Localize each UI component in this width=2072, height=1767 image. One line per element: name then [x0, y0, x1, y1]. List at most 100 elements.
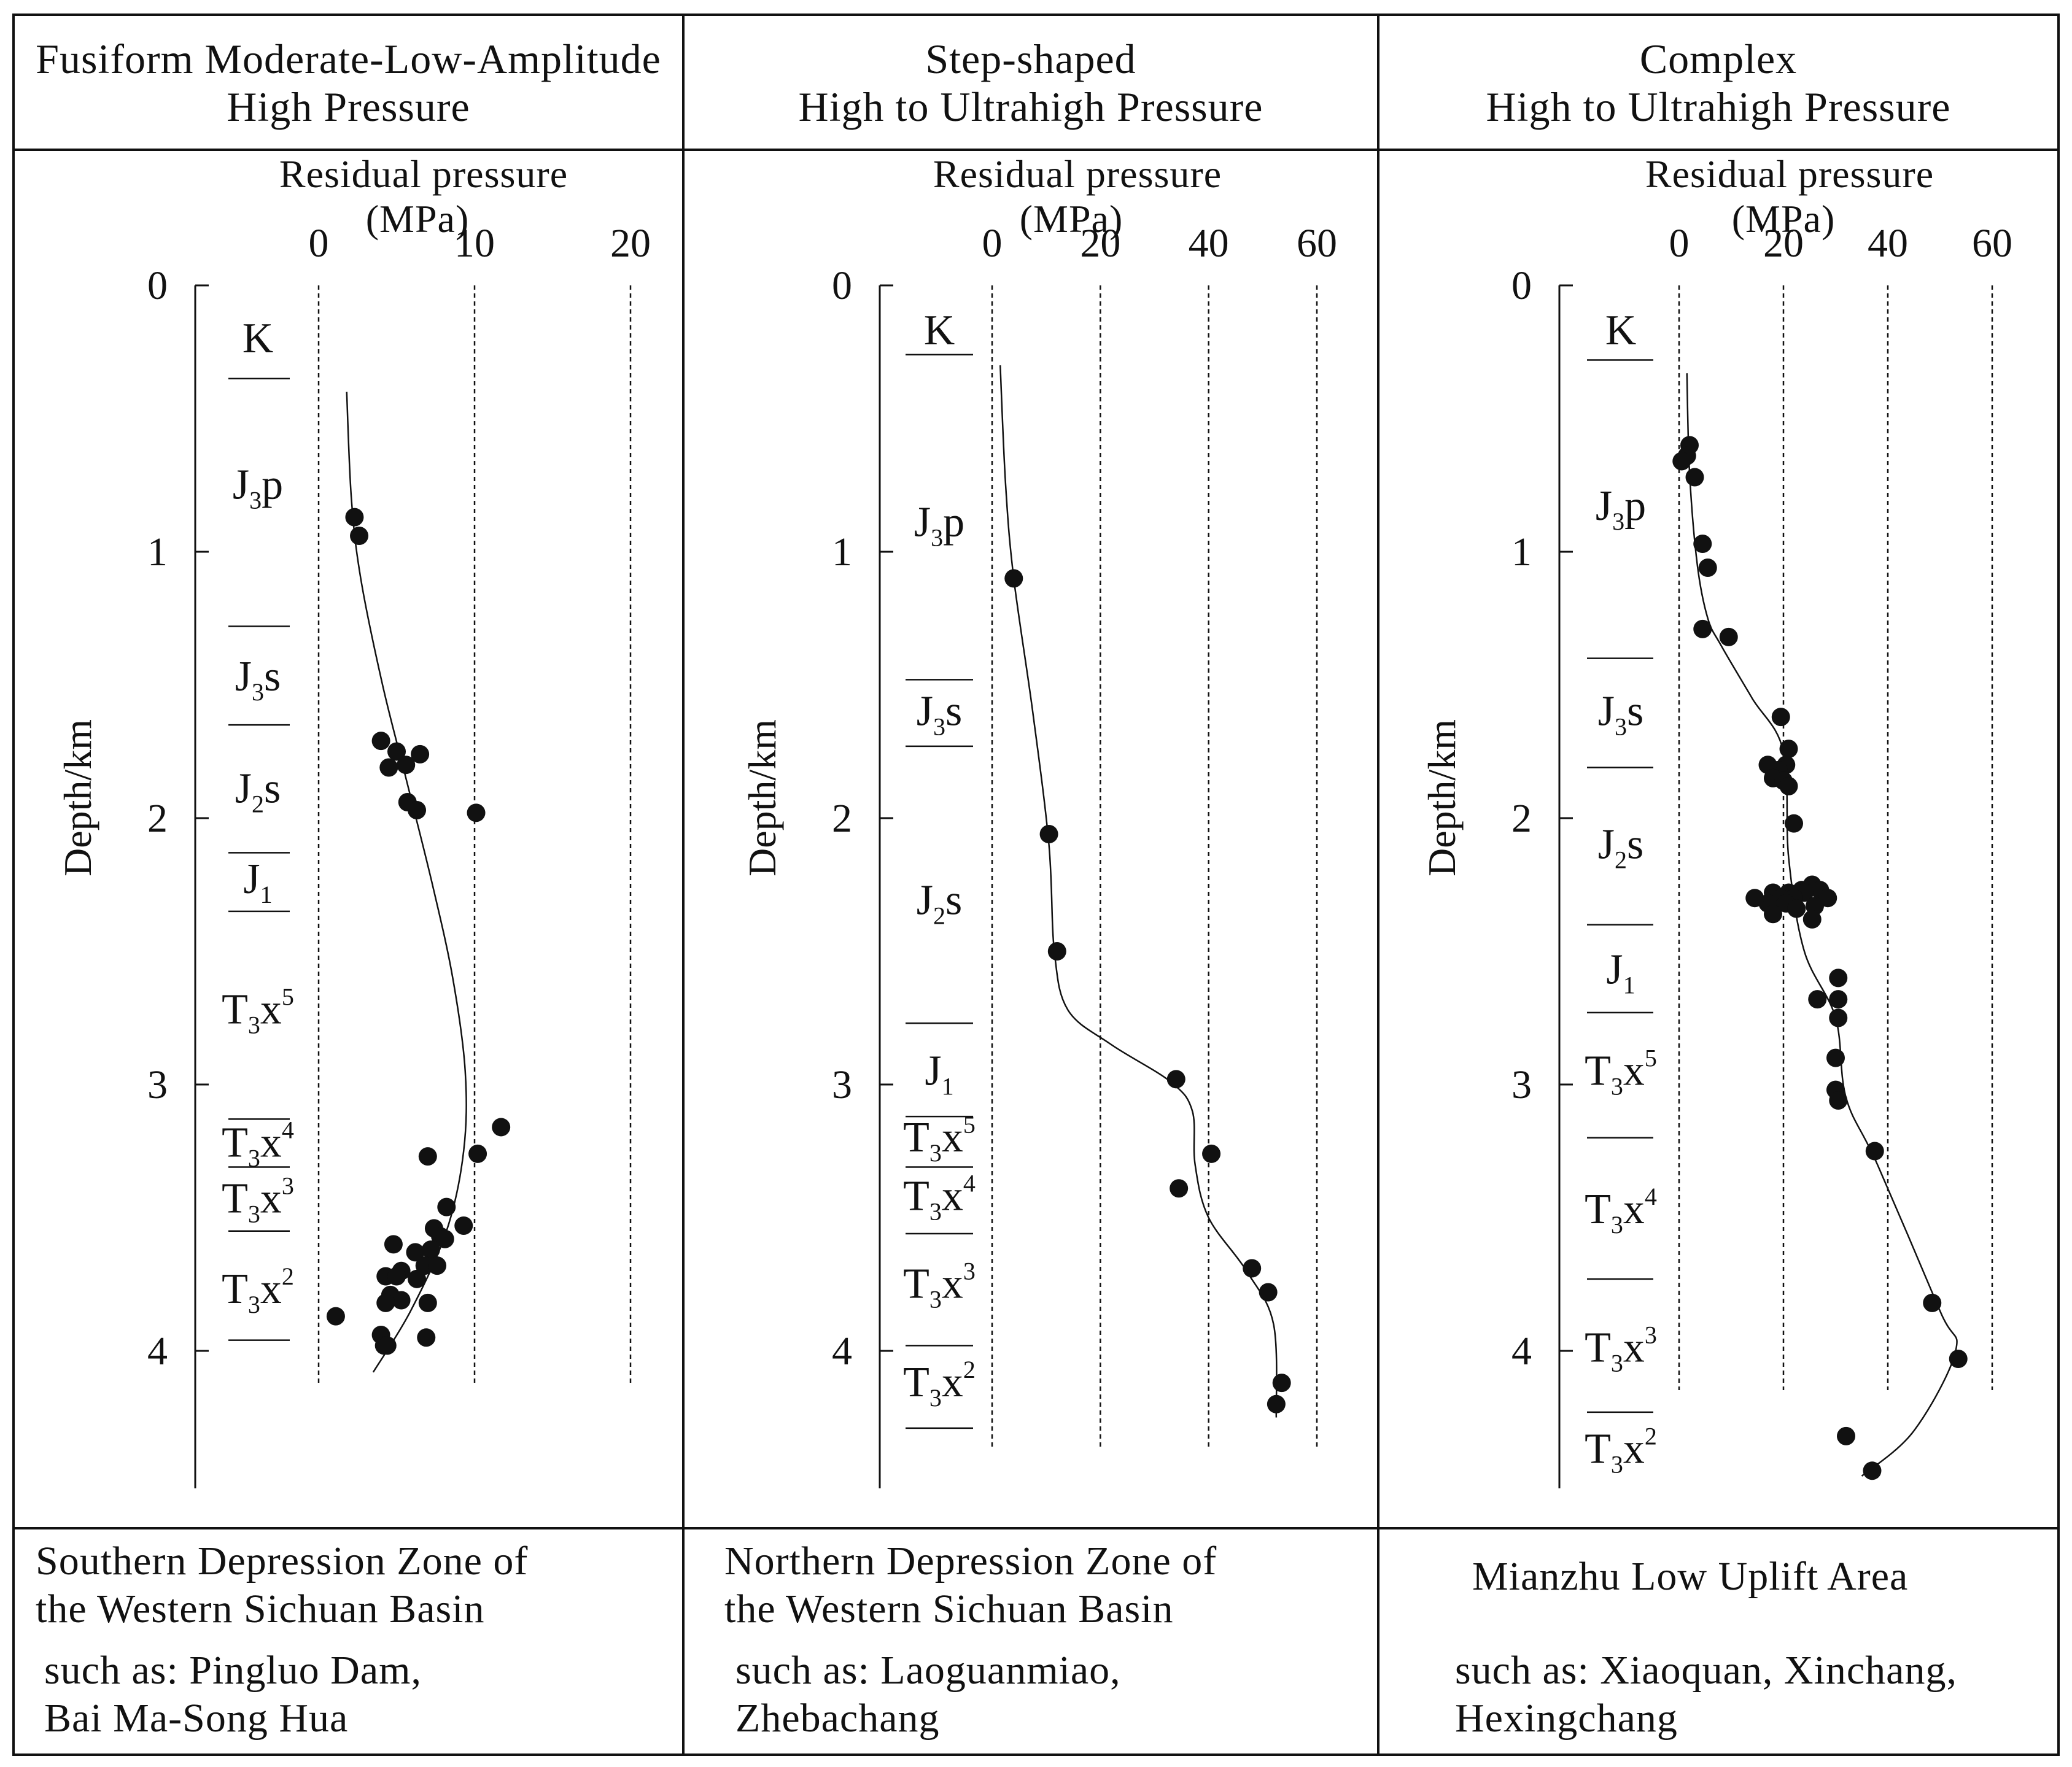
- data-point: [1829, 1008, 1848, 1027]
- strata-label: J2s: [917, 877, 963, 930]
- strata-label: J3p: [233, 462, 283, 514]
- y-tick-label: 4: [1511, 1329, 1532, 1374]
- data-point: [387, 742, 406, 761]
- data-point: [1923, 1293, 1942, 1312]
- data-point: [1004, 569, 1023, 588]
- strata-label: J2s: [235, 765, 281, 818]
- strata-label: J1: [1606, 946, 1635, 999]
- data-point: [1949, 1350, 1968, 1369]
- strata-label: T3x3: [903, 1258, 976, 1313]
- x-axis-unit: (MPa): [366, 197, 470, 241]
- data-point: [1787, 899, 1806, 918]
- y-tick-label: 3: [1511, 1062, 1532, 1107]
- strata-label: T3x2: [1585, 1423, 1657, 1479]
- panel-3-title: Complex High to Ultrahigh Pressure: [1379, 25, 2057, 141]
- panel-1-title-line-1: Fusiform Moderate-Low-Amplitude: [36, 36, 661, 82]
- y-tick-label: 2: [832, 796, 852, 841]
- strata-label: K: [924, 307, 955, 354]
- x-axis-unit: (MPa): [1732, 197, 1836, 241]
- data-point: [392, 1291, 411, 1310]
- data-point: [345, 508, 364, 527]
- data-point: [1826, 1048, 1845, 1067]
- data-point: [1202, 1144, 1221, 1163]
- data-point: [1865, 1142, 1884, 1161]
- y-axis-title: Depth/km: [56, 719, 99, 876]
- y-tick-label: 4: [832, 1329, 852, 1374]
- strata-label: T3x4: [1585, 1183, 1657, 1239]
- strata-label: T3x5: [222, 983, 294, 1038]
- data-point: [468, 1144, 487, 1163]
- data-point: [378, 1336, 397, 1355]
- strata-label: T3x4: [903, 1169, 976, 1225]
- panel-1-title: Fusiform Moderate-Low-Amplitude High Pre…: [15, 25, 682, 141]
- data-point: [1829, 990, 1848, 1009]
- data-point: [397, 756, 416, 775]
- x-tick-label: 20: [1763, 221, 1804, 266]
- y-tick-label: 0: [1511, 263, 1532, 308]
- data-point: [1685, 468, 1704, 487]
- panel-2-examples-line-1: such as: Laoguanmiao,: [735, 1648, 1121, 1693]
- strata-label: J3s: [917, 687, 963, 740]
- data-point: [1243, 1259, 1262, 1278]
- strata-label: J1: [243, 856, 272, 908]
- data-point: [1170, 1179, 1189, 1198]
- strata-label: T3x3: [1585, 1321, 1657, 1377]
- panel-3-examples: such as: Xiaoquan, Xinchang, Hexingchang: [1455, 1647, 1957, 1742]
- data-point: [1672, 452, 1691, 471]
- x-tick-label: 10: [454, 221, 495, 266]
- data-point: [350, 526, 369, 545]
- strata-label: T3x3: [222, 1172, 294, 1228]
- data-point: [467, 803, 486, 822]
- data-point: [1779, 740, 1798, 759]
- y-tick-label: 2: [1511, 796, 1532, 841]
- panel-3-examples-line-2: Hexingchang: [1455, 1696, 1678, 1741]
- data-point: [384, 1235, 403, 1254]
- data-point: [1267, 1394, 1286, 1413]
- data-point: [379, 758, 398, 777]
- data-point: [428, 1256, 447, 1275]
- panel-2-region-line-1: Northern Depression Zone of: [724, 1539, 1217, 1583]
- panel-1-title-line-2: High Pressure: [227, 83, 470, 130]
- data-point: [371, 732, 390, 751]
- strata-label: T3x2: [222, 1262, 294, 1318]
- data-point: [1779, 776, 1798, 795]
- panel-2-region-line-2: the Western Sichuan Basin: [724, 1587, 1174, 1631]
- data-point: [1863, 1461, 1882, 1480]
- data-point: [1764, 905, 1782, 924]
- panel-2-examples: such as: Laoguanmiao, Zhebachang: [735, 1647, 1121, 1742]
- x-tick-label: 0: [309, 221, 329, 266]
- y-tick-label: 3: [832, 1062, 852, 1107]
- data-point: [1719, 627, 1738, 646]
- y-tick-label: 1: [1511, 530, 1532, 574]
- y-tick-label: 0: [832, 263, 852, 308]
- strata-label: T3x2: [903, 1356, 976, 1412]
- panel-3-region: Mianzhu Low Uplift Area: [1472, 1553, 1908, 1601]
- data-point: [387, 1267, 406, 1286]
- strata-label: K: [243, 315, 274, 362]
- data-point: [411, 744, 430, 764]
- strata-label: T3x4: [222, 1116, 294, 1172]
- panel-2-examples-line-2: Zhebachang: [735, 1696, 940, 1741]
- y-tick-label: 3: [147, 1062, 168, 1107]
- strata-label: J3p: [914, 498, 964, 551]
- figure-frame: [12, 14, 2060, 1756]
- strata-label: J3s: [235, 653, 281, 706]
- data-point: [417, 1328, 436, 1347]
- column-divider-1: [682, 14, 685, 1756]
- x-tick-label: 20: [1080, 221, 1120, 266]
- strata-label: T3x5: [903, 1111, 976, 1167]
- data-point: [418, 1293, 437, 1312]
- data-point: [376, 1293, 395, 1312]
- panel-2-title-line-2: High to Ultrahigh Pressure: [798, 83, 1263, 130]
- y-axis-title: Depth/km: [740, 719, 784, 876]
- data-point: [1166, 1070, 1185, 1089]
- footer-divider: [12, 1527, 2060, 1529]
- trend-line: [999, 365, 1278, 1418]
- panel-2-region: Northern Depression Zone of the Western …: [724, 1537, 1217, 1633]
- strata-label: J2s: [1598, 821, 1644, 873]
- x-tick-label: 60: [1297, 221, 1337, 266]
- data-point: [1272, 1374, 1291, 1393]
- panel-3-title-line-1: Complex: [1639, 36, 1798, 82]
